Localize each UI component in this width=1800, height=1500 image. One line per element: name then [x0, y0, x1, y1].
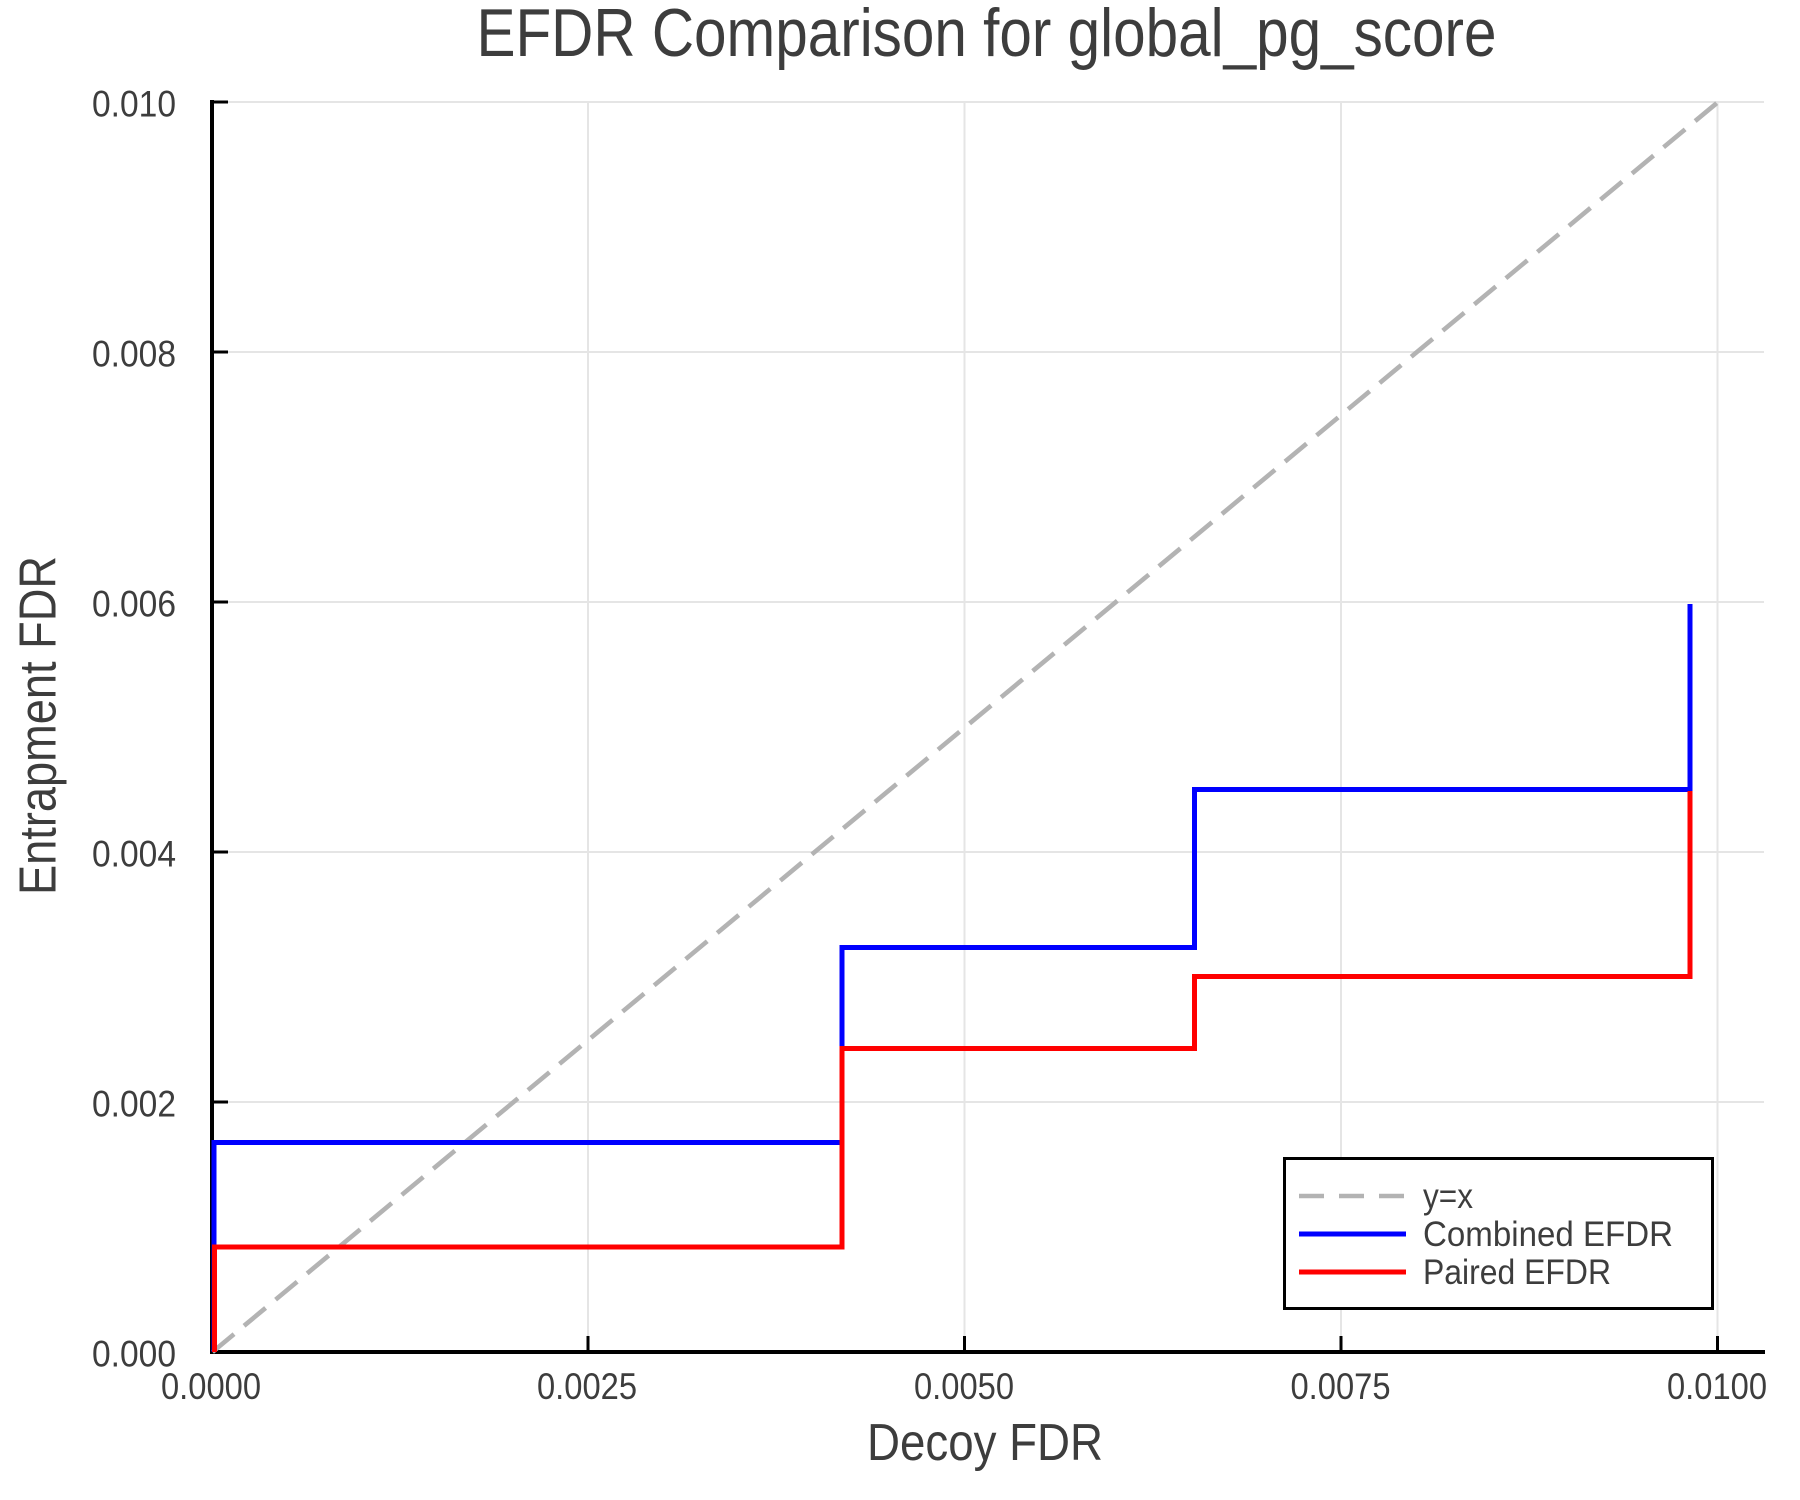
svg-text:0.008: 0.008	[92, 334, 176, 375]
svg-text:Entrapment FDR: Entrapment FDR	[10, 556, 68, 895]
svg-text:0.010: 0.010	[92, 84, 176, 125]
svg-text:0.0075: 0.0075	[1291, 1366, 1391, 1407]
svg-text:y=x: y=x	[1423, 1177, 1473, 1216]
svg-text:Decoy FDR: Decoy FDR	[867, 1414, 1103, 1472]
svg-text:0.0050: 0.0050	[914, 1366, 1014, 1407]
svg-text:0.000: 0.000	[92, 1334, 176, 1375]
svg-text:0.002: 0.002	[92, 1084, 176, 1125]
svg-text:0.0025: 0.0025	[537, 1366, 637, 1407]
svg-text:0.0000: 0.0000	[161, 1366, 261, 1407]
svg-text:Combined EFDR: Combined EFDR	[1423, 1215, 1673, 1254]
svg-text:EFDR Comparison for global_pg_: EFDR Comparison for global_pg_score	[477, 0, 1497, 71]
svg-text:0.0100: 0.0100	[1667, 1366, 1767, 1407]
svg-text:Paired EFDR: Paired EFDR	[1423, 1253, 1611, 1292]
svg-text:0.006: 0.006	[92, 584, 176, 625]
svg-text:0.004: 0.004	[92, 834, 176, 875]
